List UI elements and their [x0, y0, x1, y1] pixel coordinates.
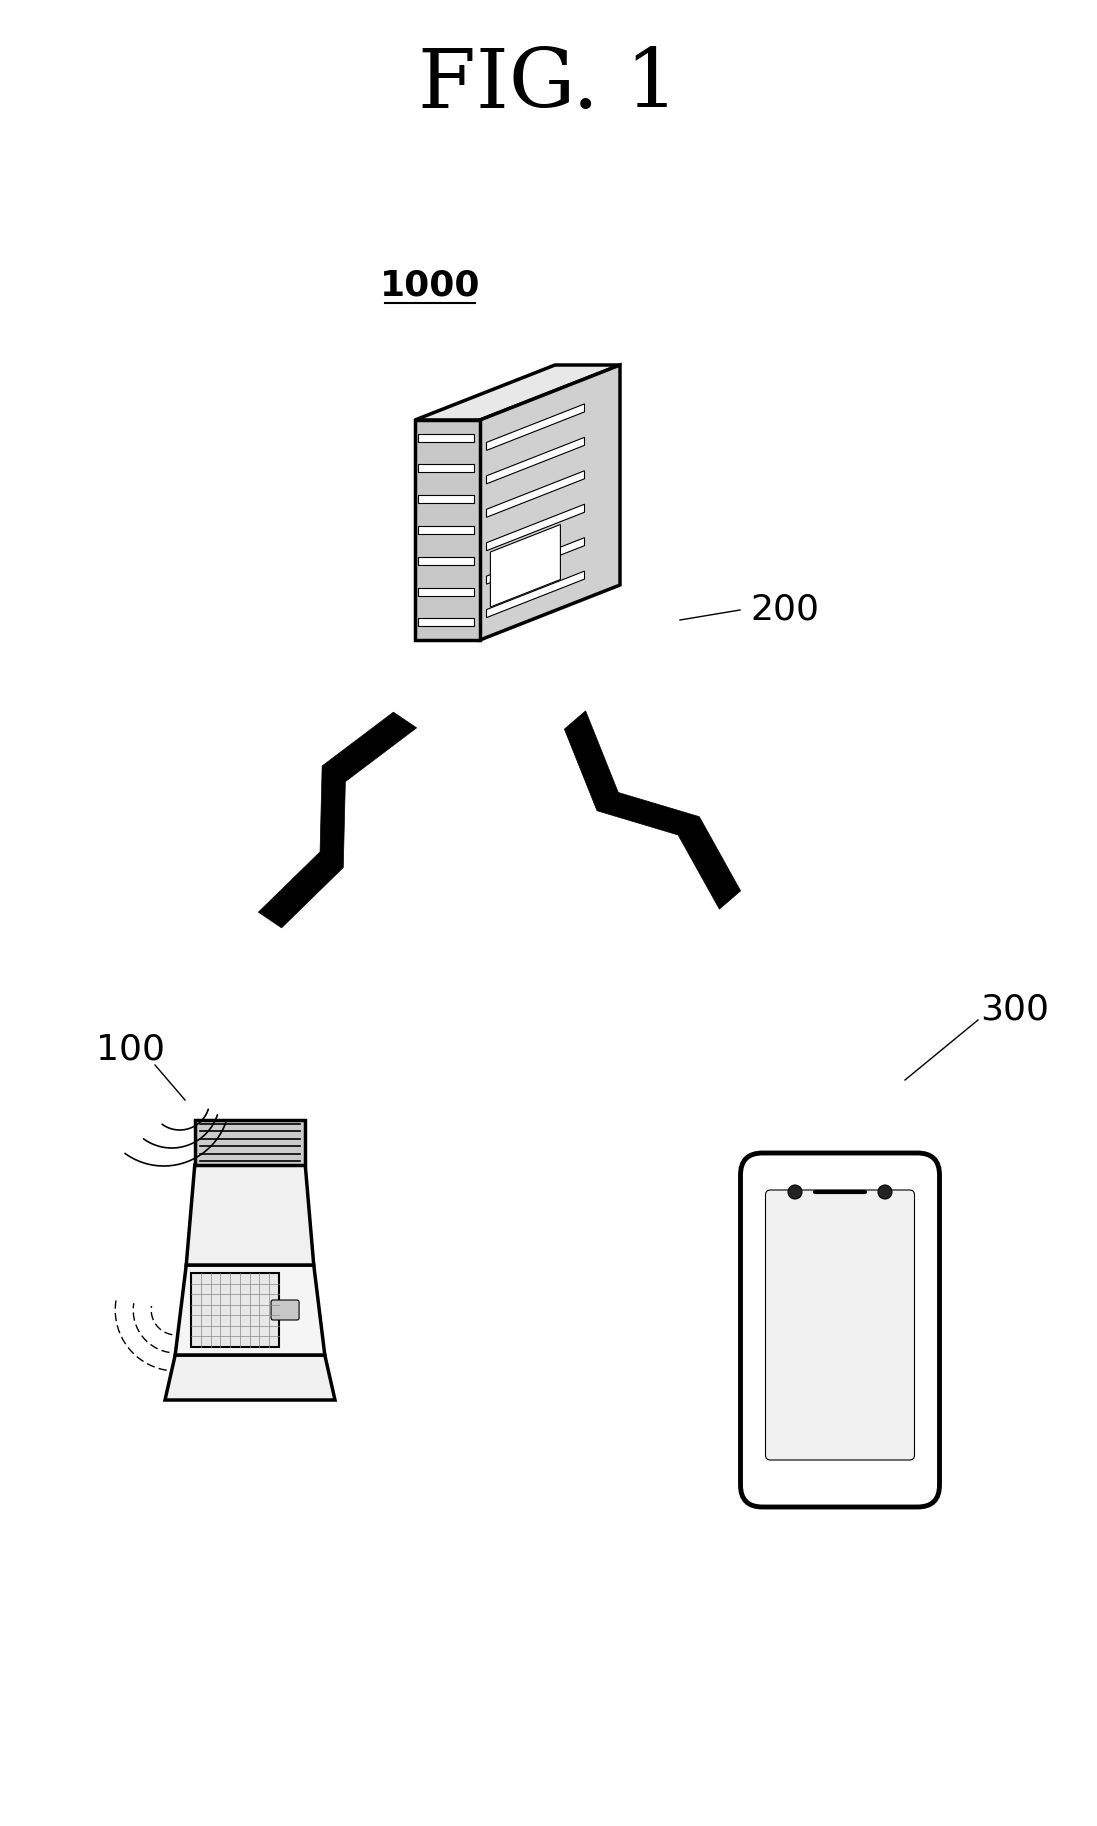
Text: FIG. 1: FIG. 1 — [418, 46, 678, 124]
FancyBboxPatch shape — [271, 1300, 299, 1320]
Circle shape — [878, 1185, 892, 1200]
Polygon shape — [418, 619, 474, 626]
Polygon shape — [415, 365, 620, 420]
Polygon shape — [486, 504, 585, 551]
Polygon shape — [186, 1165, 314, 1265]
Polygon shape — [418, 557, 474, 564]
FancyBboxPatch shape — [740, 1152, 939, 1506]
Polygon shape — [486, 471, 585, 517]
Polygon shape — [564, 710, 740, 909]
Polygon shape — [486, 572, 585, 617]
Polygon shape — [418, 464, 474, 473]
Polygon shape — [176, 1265, 325, 1355]
Polygon shape — [418, 495, 474, 504]
Text: 1000: 1000 — [380, 268, 480, 301]
Polygon shape — [415, 420, 480, 639]
Text: 200: 200 — [750, 593, 819, 626]
Polygon shape — [259, 712, 417, 928]
Circle shape — [788, 1185, 802, 1200]
Polygon shape — [486, 404, 585, 451]
Polygon shape — [490, 524, 561, 606]
Polygon shape — [418, 588, 474, 595]
Polygon shape — [418, 526, 474, 533]
Text: 100: 100 — [95, 1034, 165, 1066]
Polygon shape — [191, 1273, 279, 1348]
Polygon shape — [418, 433, 474, 442]
Polygon shape — [486, 537, 585, 584]
FancyBboxPatch shape — [766, 1191, 915, 1461]
Polygon shape — [165, 1355, 335, 1401]
Polygon shape — [195, 1119, 305, 1165]
Polygon shape — [480, 365, 620, 639]
Polygon shape — [486, 438, 585, 484]
Text: 300: 300 — [980, 993, 1049, 1026]
